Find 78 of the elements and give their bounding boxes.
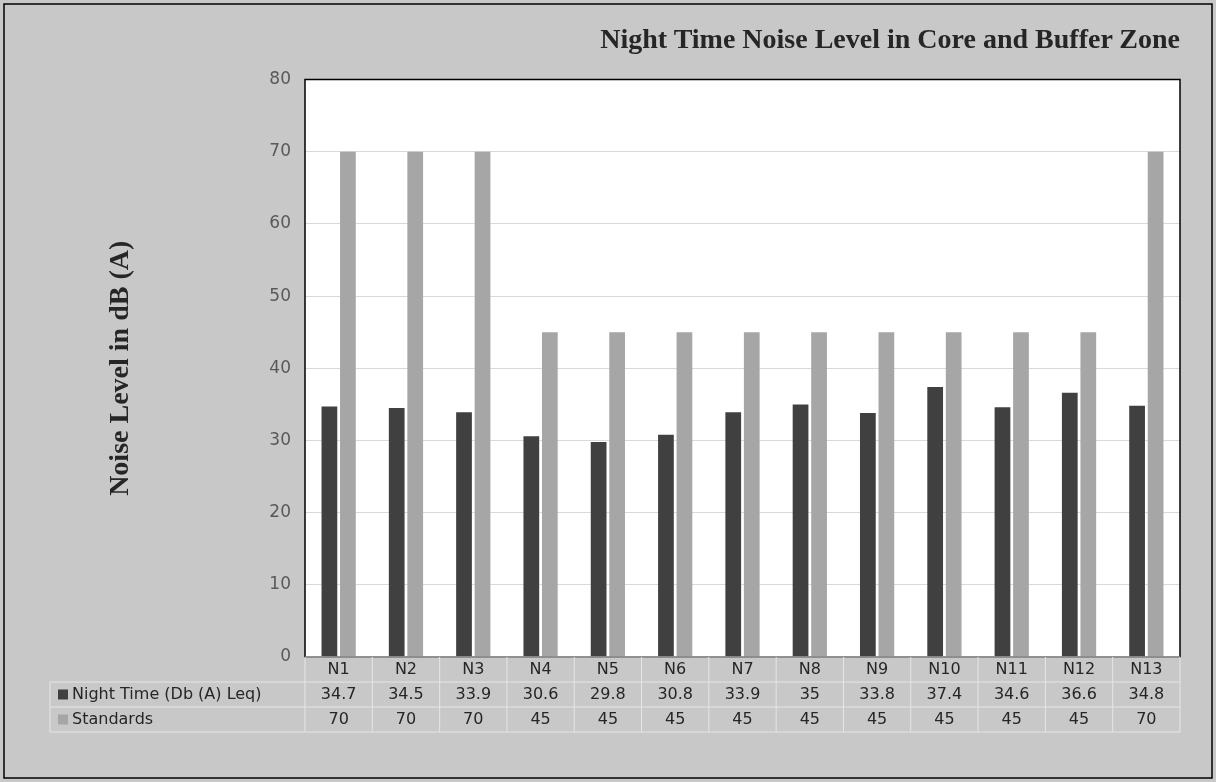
bar [609,332,626,657]
data-label: 45 [1001,708,1022,728]
y-tick-label: 60 [269,212,291,233]
legend-label: Night Time (Db (A) Leq) [72,683,262,703]
x-tick-label: N11 [995,658,1028,678]
bar [523,436,540,657]
x-tick-label: N4 [529,658,552,678]
y-tick-label: 70 [269,140,291,161]
data-label: 45 [1068,708,1090,728]
y-axis-title: Noise Level in dB (A) [103,240,135,496]
data-label: 45 [866,708,888,728]
bar [388,408,405,657]
x-tick-label: N1 [327,658,350,678]
bar [407,151,424,657]
data-label: 70 [395,708,417,728]
data-label: 70 [463,708,484,728]
data-label: 70 [328,708,349,728]
x-tick-label: N8 [798,658,821,678]
bar [811,332,827,657]
bar [1080,332,1097,657]
data-label: 45 [665,708,686,728]
bar [340,151,356,657]
bar [1147,151,1164,657]
bar [321,406,338,657]
data-label: 34.7 [320,683,357,703]
bar [1061,392,1078,657]
data-label: 30.6 [522,683,559,703]
x-tick-label: N7 [731,658,754,678]
bar [1013,332,1029,657]
bar [725,412,742,657]
bar [927,387,944,657]
x-tick-label: N6 [664,658,687,678]
data-label: 36.6 [1061,683,1097,703]
data-label: 34.8 [1128,683,1165,703]
y-tick-label: 20 [269,501,291,522]
data-label: 29.8 [590,683,626,703]
y-tick-label: 30 [269,428,291,449]
x-tick-label: N10 [928,658,961,678]
data-label: 30.8 [657,683,693,703]
y-tick-label: 10 [269,573,291,594]
bar [859,413,876,657]
bar [878,332,895,657]
x-tick-label: N5 [596,658,619,678]
bar [541,332,558,657]
bar [590,441,607,657]
x-tick-label: N9 [866,658,889,678]
y-tick-label: 50 [269,284,291,305]
x-tick-label: N2 [394,658,418,678]
chart-title: Night Time Noise Level in Core and Buffer Zone [600,23,1180,55]
y-tick-label: 80 [269,68,291,89]
bar [658,434,674,657]
x-tick-label: N12 [1062,658,1096,678]
data-label: 37.4 [926,683,963,703]
data-label: 33.9 [455,683,492,703]
data-label: 33.9 [724,683,761,703]
data-label: 45 [799,708,820,728]
data-label: 45 [934,708,955,728]
bar [994,407,1011,657]
bar [945,332,962,657]
data-label: 34.5 [388,683,424,703]
data-label: 34.6 [993,683,1030,703]
data-label: 33.8 [859,683,895,703]
bar [743,332,760,657]
data-label: 45 [732,708,753,728]
bar [676,332,693,657]
bar [1129,405,1145,657]
x-tick-label: N3 [462,658,485,678]
data-label: 45 [597,708,619,728]
data-label: 35 [799,683,820,703]
data-label: 70 [1136,708,1157,728]
bar [792,404,809,657]
bar [474,151,491,657]
data-label: 45 [530,708,551,728]
bar [456,412,472,657]
y-tick-label: 40 [269,356,291,377]
x-tick-label: N13 [1130,658,1163,678]
y-tick-label: 0 [280,645,291,666]
legend-label: Standards [72,708,154,728]
